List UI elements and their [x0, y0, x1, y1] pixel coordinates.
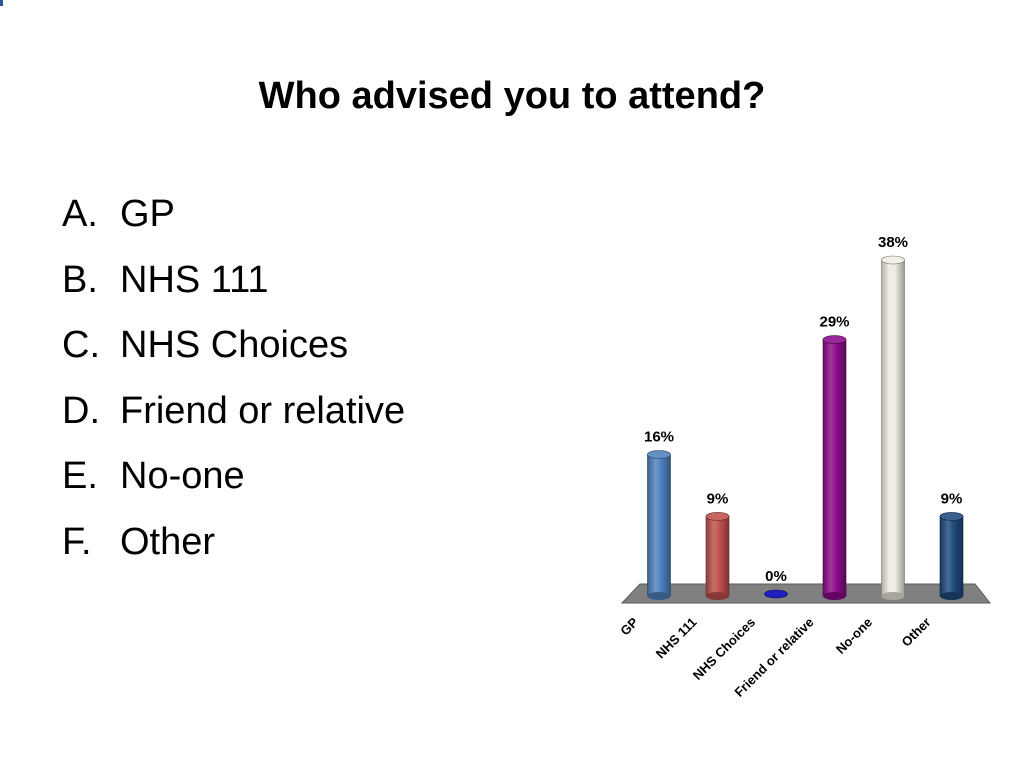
option-text: NHS Choices — [120, 324, 349, 366]
bar-body — [939, 516, 964, 597]
bar — [647, 450, 671, 600]
bar — [764, 589, 788, 599]
bar-body — [705, 516, 730, 597]
slide-title: Who advised you to attend? — [258, 75, 766, 117]
bar-base — [881, 592, 905, 600]
bar-body — [822, 339, 847, 597]
option-letter: E. — [62, 455, 98, 497]
bar-body — [647, 454, 671, 597]
bar-base — [706, 592, 729, 600]
option-letter: D. — [62, 389, 100, 432]
option-b: B. NHS 111 — [62, 254, 405, 320]
bar-base — [647, 592, 671, 600]
value-labels-layer: 16% 9% 0% 29% 38% 9% — [644, 234, 962, 585]
bar-value-label: 9% — [707, 490, 729, 507]
bar-top — [764, 589, 788, 599]
option-letter: F. — [62, 520, 92, 563]
bar-value-label: 38% — [878, 234, 908, 251]
option-letter: B. — [62, 258, 98, 301]
bar-top — [881, 255, 905, 265]
option-c: C. NHS Choices — [62, 319, 405, 385]
bar-top — [822, 335, 847, 344]
option-text: Other — [120, 520, 216, 563]
answer-options-list: A. GP B. NHS 111 C. NHS Choices D. Frien… — [62, 188, 405, 581]
bar-body — [881, 259, 905, 597]
bar — [881, 255, 905, 600]
bar-value-label: 0% — [765, 568, 787, 585]
bar-base — [823, 592, 846, 600]
option-text: GP — [120, 193, 175, 235]
bar-base — [940, 592, 963, 600]
option-text: NHS 111 — [120, 258, 269, 301]
option-text: Friend or relative — [120, 389, 406, 432]
option-e: E. No-one — [62, 450, 405, 516]
bars-layer — [647, 255, 964, 600]
category-label: NHS Choices — [690, 615, 758, 683]
chart-floor — [620, 583, 992, 604]
option-a: A. GP — [62, 188, 405, 254]
option-d: D. Friend or relative — [62, 385, 405, 451]
bar — [939, 512, 964, 600]
bar-top — [939, 512, 964, 521]
bar-top — [705, 512, 730, 521]
category-label: NHS 111 — [653, 615, 700, 662]
corner-mark — [0, 0, 3, 6]
bar-value-label: 9% — [941, 490, 963, 507]
category-label: GP — [617, 614, 641, 638]
option-f: F. Other — [62, 516, 405, 582]
category-label: Other — [898, 615, 933, 650]
bar-value-label: 29% — [819, 314, 849, 331]
option-text: No-one — [120, 455, 245, 497]
bar — [705, 512, 730, 600]
category-label: Friend or relative — [731, 615, 816, 700]
bar — [822, 335, 847, 600]
option-letter: A. — [62, 193, 98, 235]
option-letter: C. — [62, 324, 100, 366]
bar-value-label: 16% — [644, 429, 674, 446]
category-label: No-one — [833, 615, 875, 657]
bar-top — [647, 450, 671, 459]
